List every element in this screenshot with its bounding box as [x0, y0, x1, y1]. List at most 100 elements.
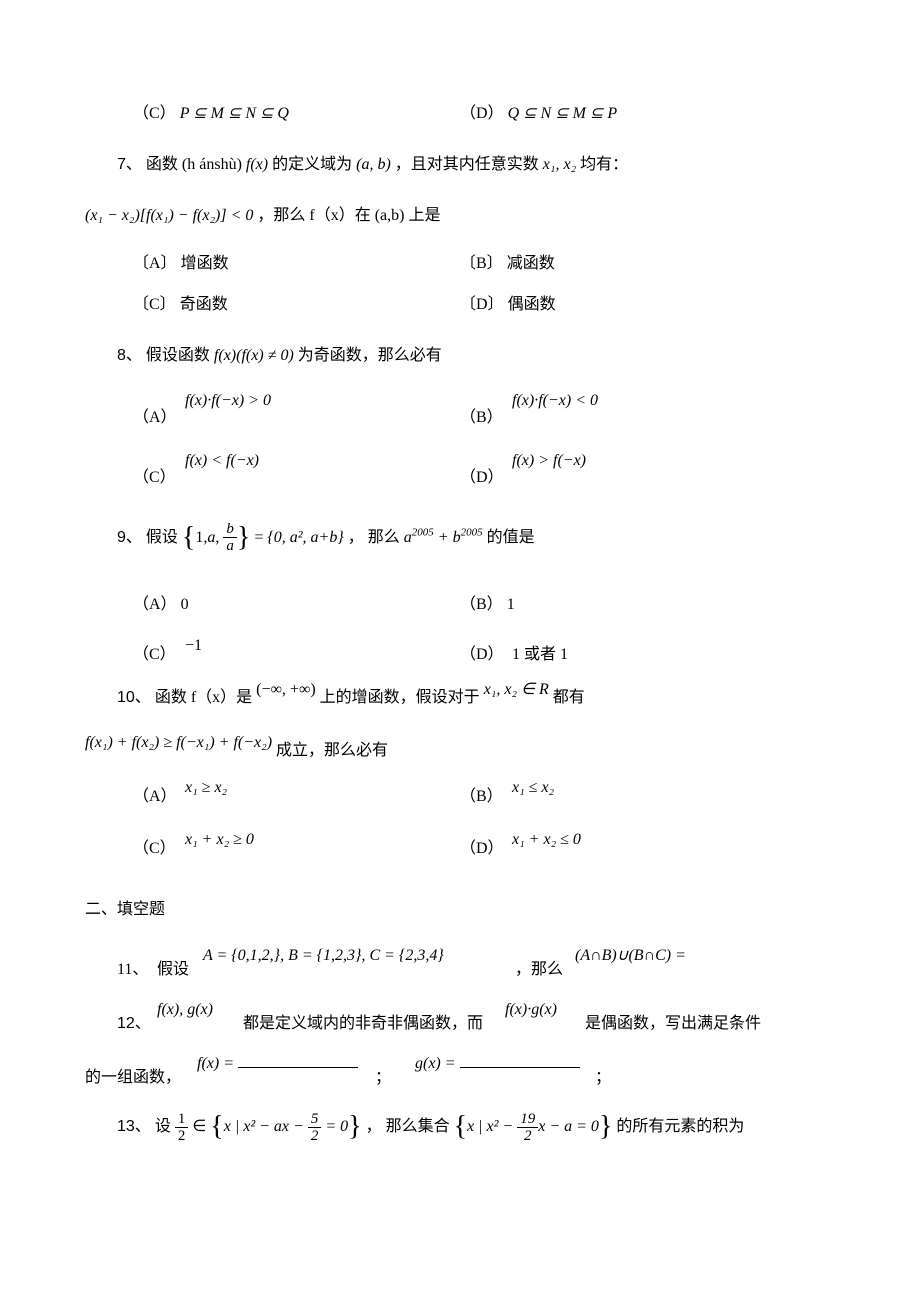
q7-option-d: 〔D〕 偶函数 — [460, 291, 835, 320]
option-label: （B） — [460, 783, 503, 812]
brace-left: { — [454, 1111, 467, 1142]
option-label: （D） — [460, 105, 504, 122]
gx-eq: g(x) = — [415, 1050, 580, 1079]
blank-input[interactable] — [238, 1052, 358, 1068]
q-number: 12、 — [117, 1010, 151, 1039]
option-label: （C） — [133, 105, 176, 122]
option-label: 〔C〕 — [133, 296, 176, 313]
q12-line1: 12、 f(x), g(x) 都是定义域内的非奇非偶函数，而 f(x)·g(x)… — [85, 996, 835, 1040]
q-text: ，那么 — [515, 956, 563, 985]
fx-gx: f(x), g(x) — [157, 996, 213, 1025]
q10-option-a: （A） x₁ ≥ x₂ — [85, 774, 460, 814]
q-text: ，且对其内任意实数 — [395, 156, 543, 173]
math-fx: f(x)(f(x) ≠ 0) — [214, 347, 294, 364]
blank-input[interactable] — [460, 1052, 580, 1068]
q8-option-a: （A） f(x)·f(−x) > 0 — [85, 387, 460, 435]
q7-option-b: 〔B〕 减函数 — [460, 250, 835, 279]
q8-options-ab: （A） f(x)·f(−x) > 0 （B） f(x)·f(−x) < 0 — [85, 387, 835, 435]
math-cond: (x₁ − x₂)[f(x₁) − f(x₂)] < 0 — [85, 207, 253, 224]
q-text: 假设函数 — [146, 347, 214, 364]
eq-sign: = — [254, 529, 267, 546]
q10-option-c: （C） x₁ + x₂ ≥ 0 — [85, 826, 460, 866]
expr: a2005 + b2005 — [404, 529, 483, 546]
q9-stem: 9、 假设 {1,a, ba} = {0, a², a+b} ， 那么 a200… — [85, 513, 835, 563]
q9-options-cd: （C） −1 （D） 1 或者 1 — [85, 632, 835, 672]
q7-options-ab: 〔A〕 增函数 〔B〕 减函数 — [85, 250, 835, 279]
q-text: 设 — [155, 1118, 175, 1135]
q-text: 都是定义域内的非奇非偶函数，而 — [243, 1010, 483, 1039]
q10-option-b: （B） x₁ ≤ x₂ — [460, 774, 835, 814]
semi: ； — [375, 1064, 391, 1093]
option-math: x₁ + x₂ ≥ 0 — [185, 826, 254, 855]
set-left-content: 1,a, ba — [195, 529, 237, 546]
option-math: Q ⊆ N ⊆ M ⊆ P — [508, 105, 618, 122]
q7-option-c: 〔C〕 奇函数 — [85, 291, 460, 320]
sets: A = {0,1,2,}, B = {1,2,3}, C = {2,3,4} — [203, 942, 444, 971]
option-text: 0 — [181, 596, 189, 613]
q-text: 的一组函数， — [85, 1064, 181, 1093]
option-label: （D） — [460, 835, 504, 864]
q10-stem: 10、 函数 f（x）是 (−∞, +∞) 上的增函数，假设对于 x₁, x₂ … — [85, 684, 835, 713]
q8-option-d: （D） f(x) > f(−x) — [460, 447, 835, 495]
option-label: 〔D〕 — [460, 296, 504, 313]
option-label: （A） — [133, 404, 177, 433]
option-label: （B） — [460, 596, 503, 613]
q-number: 13、 — [117, 1118, 151, 1135]
math-fx: f(x) — [246, 156, 268, 173]
option-text: 奇函数 — [180, 296, 228, 313]
q-text: 的所有元素的积为 — [616, 1118, 744, 1135]
q-text: 函数 f（x）是 — [155, 689, 256, 706]
option-label: （D） — [460, 464, 504, 493]
q10-stem-line2: f(x₁) + f(x₂) ≥ f(−x₁) + f(−x₂) 成立，那么必有 — [85, 729, 835, 758]
option-math: −1 — [185, 632, 202, 661]
option-text: 增函数 — [181, 255, 229, 272]
q-text: 均有： — [580, 156, 628, 173]
q7-stem: 7、 函数 (h ánshù) f(x) 的定义域为 (a, b) ，且对其内任… — [85, 151, 835, 180]
option-math: f(x) < f(−x) — [185, 447, 259, 476]
q8-option-c: （C） f(x) < f(−x) — [85, 447, 460, 495]
q6-option-c: （C） P ⊆ M ⊆ N ⊆ Q — [85, 100, 460, 129]
option-label: （C） — [133, 835, 176, 864]
q-text: 的定义域为 — [272, 156, 356, 173]
brace-left: { — [210, 1111, 223, 1142]
q9-option-d: （D） 1 或者 1 — [460, 632, 835, 672]
q-number: 9、 — [117, 529, 142, 546]
q-text: 函数 (h ánshù) — [146, 156, 246, 173]
q11: 11、 假设 A = {0,1,2,}, B = {1,2,3}, C = {2… — [85, 942, 835, 986]
option-label: （B） — [460, 404, 503, 433]
q10-options-ab: （A） x₁ ≥ x₂ （B） x₁ ≤ x₂ — [85, 774, 835, 814]
brace-left: { — [182, 522, 195, 553]
q-text: 的值是 — [487, 529, 535, 546]
option-math: x₁ ≥ x₂ — [185, 774, 227, 803]
section-2-heading: 二、填空题 — [85, 896, 835, 925]
option-label: （D） — [460, 641, 504, 670]
option-text: 减函数 — [507, 255, 555, 272]
q6-options-cd: （C） P ⊆ M ⊆ N ⊆ Q （D） Q ⊆ N ⊆ M ⊆ P — [85, 100, 835, 129]
q-number: 11、 — [117, 956, 148, 985]
expr: (A∩B)∪(B∩C) = — [575, 942, 686, 971]
option-math: P ⊆ M ⊆ N ⊆ Q — [180, 105, 289, 122]
option-text: 1 — [507, 596, 515, 613]
q-number: 10、 — [117, 689, 151, 706]
option-label: （A） — [133, 596, 177, 613]
q12-line2: 的一组函数， f(x) = ； g(x) = ； — [85, 1050, 835, 1094]
q9-options-ab: （A） 0 （B） 1 — [85, 591, 835, 620]
in-sign: ∈ — [192, 1118, 210, 1135]
option-label: （C） — [133, 464, 176, 493]
q-text: 上的增函数，假设对于 — [320, 689, 484, 706]
q-text: 成立，那么必有 — [276, 742, 388, 759]
q7-options-cd: 〔C〕 奇函数 〔D〕 偶函数 — [85, 291, 835, 320]
option-math: f(x) > f(−x) — [512, 447, 586, 476]
q10-options-cd: （C） x₁ + x₂ ≥ 0 （D） x₁ + x₂ ≤ 0 — [85, 826, 835, 866]
fx-eq: f(x) = — [197, 1050, 358, 1079]
brace-right: } — [348, 1111, 361, 1142]
q-number: 8、 — [117, 347, 142, 364]
q-text: 为奇函数，那么必有 — [298, 347, 442, 364]
option-math: f(x)·f(−x) > 0 — [185, 387, 271, 416]
fxgx: f(x)·g(x) — [505, 996, 557, 1025]
q8-option-b: （B） f(x)·f(−x) < 0 — [460, 387, 835, 435]
option-text: 1 或者 1 — [512, 641, 568, 670]
q9-option-a: （A） 0 — [85, 591, 460, 620]
option-label: （C） — [133, 641, 176, 670]
q-number: 7、 — [117, 156, 142, 173]
